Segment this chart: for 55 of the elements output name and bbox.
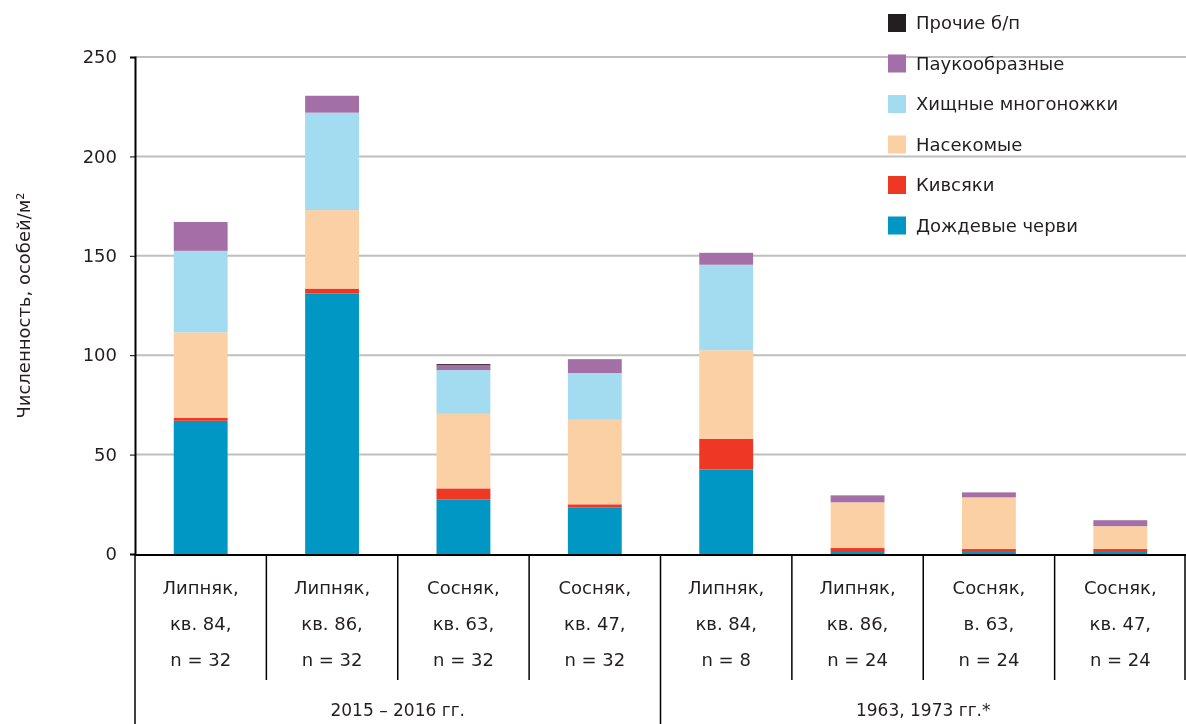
- y-tick-label: 50: [94, 443, 117, 465]
- bar: [699, 264, 754, 351]
- x-tick-label: Сосняк, кв. 63, n = 32: [427, 577, 500, 670]
- text: 1963, 1973 гг.*: [855, 700, 991, 720]
- x-tick-label: Липняк, кв. 84, n = 8: [688, 577, 765, 670]
- x-tick-label: Липняк, кв. 86, n = 32: [293, 577, 371, 670]
- bar: [305, 293, 359, 554]
- bar: [305, 95, 359, 113]
- bar: [567, 504, 622, 508]
- bar: [436, 499, 491, 554]
- bar: [1093, 520, 1148, 527]
- y-tick-label: 0: [105, 543, 117, 565]
- legend-label: Паукообразные: [916, 52, 1065, 74]
- x-tick-label: Сосняк, в. 63, n = 24: [952, 577, 1026, 670]
- y-tick-label: 200: [82, 145, 117, 167]
- bar: [173, 332, 228, 418]
- x-tick-label: Липняк, кв. 86, n = 24: [819, 577, 896, 670]
- y-tick-label: 250: [82, 46, 117, 68]
- y-tick-label: 150: [82, 245, 117, 267]
- bar: [830, 495, 885, 503]
- bar: [173, 420, 228, 554]
- bar: [436, 365, 491, 371]
- legend-label: Хищные многоножки: [916, 93, 1119, 114]
- legend-label: Прочие б/п: [916, 12, 1021, 33]
- legend-label: Насекомые: [916, 133, 1023, 155]
- x-tick-label: Сосняк, кв. 47, n = 24: [1083, 577, 1157, 670]
- text: 2015 – 2016 гг.: [330, 700, 466, 720]
- y-tick-label: 100: [82, 344, 117, 366]
- bar: [305, 288, 359, 294]
- bar: [830, 502, 885, 549]
- bar: [173, 222, 228, 251]
- bar: [567, 507, 622, 554]
- x-tick-label: Сосняк, кв. 47, n = 32: [558, 577, 632, 670]
- legend-label: Дождевые черви: [916, 214, 1078, 236]
- bar: [436, 413, 491, 489]
- bar: [830, 548, 885, 553]
- bar: [436, 488, 491, 500]
- bar: [699, 350, 754, 439]
- bar: [567, 419, 622, 505]
- bar: [1093, 526, 1148, 550]
- bar: [699, 469, 754, 554]
- bar: [305, 210, 359, 289]
- y-axis-title: Численность, особей/м²: [13, 192, 34, 419]
- bar: [962, 492, 1016, 498]
- bar: [699, 252, 754, 265]
- bar: [173, 250, 228, 333]
- bar: [567, 359, 622, 374]
- bar: [305, 112, 359, 211]
- bar: [699, 438, 754, 470]
- bar: [567, 373, 622, 420]
- bar: [962, 497, 1016, 550]
- bar: [436, 370, 491, 414]
- bar: [173, 417, 228, 421]
- x-tick-label: Липняк, кв. 84, n = 32: [162, 577, 239, 670]
- legend-label: Кивсяки: [916, 174, 995, 195]
